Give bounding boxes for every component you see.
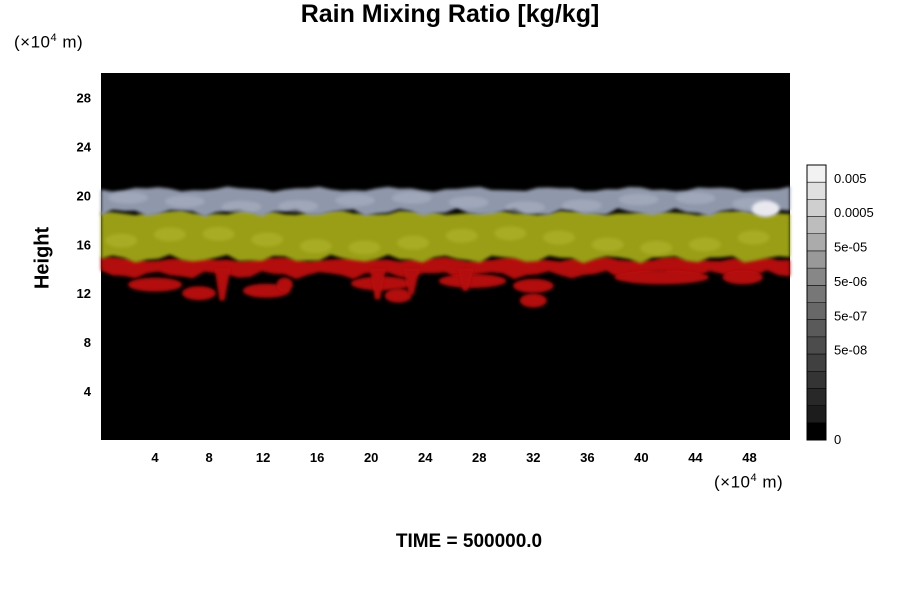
yellow-texture: [445, 228, 478, 243]
rain-drip: [369, 268, 386, 300]
yellow-texture: [688, 237, 721, 252]
yellow-texture: [397, 235, 430, 250]
rain-drip: [214, 268, 231, 301]
chart-title: Rain Mixing Ratio [kg/kg]: [300, 0, 600, 28]
colorbar-swatch: [807, 216, 826, 235]
light-texture: [618, 193, 659, 206]
light-texture: [221, 200, 262, 213]
yellow-texture: [299, 239, 332, 254]
colorbar-swatch: [807, 319, 826, 338]
yellow-texture: [494, 226, 527, 241]
yellow-texture: [251, 232, 284, 247]
rain-patch: [614, 270, 709, 285]
x-tick-label: 4: [151, 450, 159, 465]
rain-patch: [276, 277, 293, 292]
light-texture: [561, 199, 602, 212]
x-axis-unit: (×104 m): [714, 472, 784, 492]
light-texture: [505, 201, 546, 214]
y-axis-unit: (×104 m): [14, 32, 84, 52]
yellow-texture: [348, 240, 381, 255]
band-light: [101, 186, 790, 217]
x-tick-label: 8: [205, 450, 212, 465]
colorbar-label: 5e-06: [834, 274, 867, 289]
y-tick-label: 8: [84, 335, 91, 350]
colorbar-label: 0.0005: [834, 205, 874, 220]
y-axis-label: Height: [31, 226, 54, 290]
x-tick-label: 24: [418, 450, 433, 465]
light-texture: [108, 191, 149, 204]
colorbar-swatch: [807, 268, 826, 286]
light-texture: [334, 194, 375, 207]
colorbar-label: 0.005: [834, 171, 867, 186]
rain-drip: [403, 268, 420, 295]
light-texture: [164, 195, 205, 208]
colorbar-swatch: [807, 388, 826, 407]
light-texture: [278, 200, 319, 213]
y-tick-label: 4: [84, 384, 92, 399]
light-texture: [448, 196, 489, 209]
colorbar-label: 5e-07: [834, 308, 867, 323]
yellow-texture: [153, 227, 186, 242]
time-label: TIME = 500000.0: [395, 531, 543, 552]
colorbar-swatch: [807, 405, 826, 424]
light-texture: [675, 192, 716, 205]
band-red: [101, 256, 790, 280]
rain-patch: [182, 286, 216, 301]
yellow-texture: [737, 230, 770, 245]
colorbar-label: 0: [834, 432, 841, 447]
colorbar-frame: [806, 164, 827, 441]
colorbar-swatch: [807, 199, 826, 218]
yellow-texture: [640, 240, 673, 255]
y-tick-label: 12: [77, 286, 91, 301]
y-tick-label: 24: [77, 139, 92, 154]
colorbar-swatch: [807, 302, 826, 321]
x-tick-label: 40: [634, 450, 648, 465]
colorbar-swatch: [807, 354, 826, 372]
colorbar-swatch: [807, 250, 826, 269]
rain-patch: [128, 277, 183, 292]
yellow-texture: [202, 226, 235, 241]
x-tick-label: 28: [472, 450, 486, 465]
light-texture: [391, 191, 432, 204]
y-tick-label: 16: [77, 237, 91, 252]
colorbar-swatch: [807, 233, 826, 252]
x-tick-label: 12: [256, 450, 270, 465]
colorbar-swatch: [807, 165, 826, 183]
yellow-texture: [591, 237, 624, 252]
x-tick-label: 36: [580, 450, 594, 465]
x-tick-label: 16: [310, 450, 324, 465]
rain-patch: [513, 278, 554, 293]
x-tick-label: 44: [688, 450, 703, 465]
x-tick-label: 20: [364, 450, 378, 465]
rain-patch: [384, 288, 412, 303]
bright-spot: [751, 200, 780, 217]
yellow-texture: [105, 233, 138, 248]
rain-patch: [519, 293, 547, 308]
colorbar-swatch: [807, 422, 826, 441]
colorbar-swatch: [807, 182, 826, 200]
colorbar-swatch: [807, 336, 826, 355]
x-tick-label: 32: [526, 450, 540, 465]
rain-patch: [438, 273, 507, 288]
colorbar-label: 5e-05: [834, 240, 867, 255]
y-tick-label: 20: [77, 188, 91, 203]
colorbar-swatch: [807, 285, 826, 303]
yellow-texture: [542, 230, 575, 245]
colorbar-label: 5e-08: [834, 343, 867, 358]
x-tick-label: 48: [742, 450, 756, 465]
rain-patch: [722, 270, 763, 285]
colorbar-swatch: [807, 371, 826, 389]
y-tick-label: 28: [77, 90, 91, 105]
rain-drip: [457, 268, 474, 291]
